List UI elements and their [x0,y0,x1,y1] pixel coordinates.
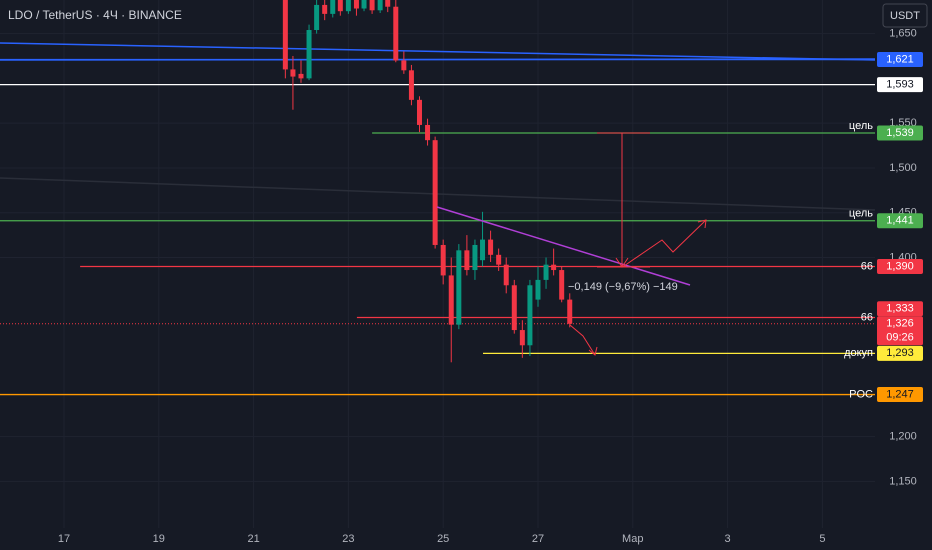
level-price-box [877,301,923,317]
arrow-head [615,257,629,268]
candle-body [448,275,454,325]
candle-body [393,6,399,61]
candle-body [511,285,517,331]
level-price-box [877,213,923,229]
grid [0,0,875,528]
level-tag: 66 [861,260,873,272]
candle-body [488,239,494,255]
candle-body [401,60,407,71]
candle-body [353,0,359,9]
y-tick-label: 1,500 [889,162,917,174]
candle-body [503,264,509,286]
candle-body [527,285,533,346]
trend-line [0,42,876,61]
candle-body [496,254,502,265]
level-price-box [877,77,923,93]
candle-body [519,330,525,346]
currency-button[interactable] [882,3,928,28]
level-price-box [877,52,923,68]
x-tick-label: 21 [247,533,259,545]
level-price-label: 1,441 [886,215,914,227]
candle-body [432,140,438,245]
candle-body [456,250,462,325]
level-price-box [877,345,923,361]
arrow-head [697,219,707,229]
candle-body [361,0,367,9]
level-price-label: 1,333 [886,303,914,315]
candle-body [425,124,431,141]
candle-body [559,270,565,300]
level-tag: POC [849,388,873,400]
x-tick-label: 3 [725,533,731,545]
last-price-box [877,316,923,346]
x-tick-label: 27 [532,533,544,545]
candle-body [408,70,414,100]
trend-line [436,206,691,286]
level-tag: цель [849,120,873,132]
time-axis [0,528,875,550]
path-arrow [623,219,707,267]
level-price-label: 1,593 [886,79,914,91]
candle-body [298,73,304,79]
candle-body [337,0,343,12]
measure-label: −0,149 (−9,67%) −149 [568,281,678,293]
level-price-label: 1,539 [886,127,914,139]
candle-body [306,30,312,79]
candle-body [369,0,375,11]
level-price-box [877,258,923,274]
level-tag: 66 [861,311,873,323]
level-price-label: 1,293 [886,347,914,359]
candle-body [551,264,557,271]
x-tick-label: 17 [58,533,70,545]
candle-body [567,299,573,324]
candle-body [464,250,470,271]
level-price-label: 1,621 [886,53,914,65]
last-price-label: 1,326 [886,318,914,330]
arrow-head [588,346,598,356]
x-tick-label: 19 [153,533,165,545]
level-price-label: 1,247 [886,388,914,400]
level-tag: цель [849,208,873,220]
currency-label[interactable]: USDT [890,10,920,22]
path-arrow [569,324,596,356]
candle-body [282,0,288,70]
y-tick-label: 1,650 [889,27,917,39]
x-tick-label: 25 [437,533,449,545]
candle-body [480,239,486,261]
symbol-title: LDO / TetherUS · 4Ч · BINANCE [8,8,182,22]
candle-body [314,4,320,31]
candle-body [345,0,351,12]
x-tick-label: Мар [622,533,644,545]
level-price-box [877,125,923,141]
candle-body [322,4,328,14]
candle-body [330,0,336,14]
y-tick-label: 1,150 [889,475,917,487]
level-price-label: 1,390 [886,260,914,272]
countdown: 09:26 [886,332,914,344]
candle-body [472,244,478,271]
candle-body [377,0,383,11]
candle-body [535,279,541,300]
level-price-box [877,387,923,403]
x-tick-label: 23 [342,533,354,545]
candle-body [440,244,446,276]
level-tag: докуп [844,347,873,359]
candle-body [385,0,391,7]
x-tick-label: 5 [819,533,825,545]
candle-body [416,99,422,125]
candle-body [290,69,296,77]
candle-body [543,264,549,280]
candles [282,0,573,363]
y-tick-label: 1,200 [889,431,917,443]
